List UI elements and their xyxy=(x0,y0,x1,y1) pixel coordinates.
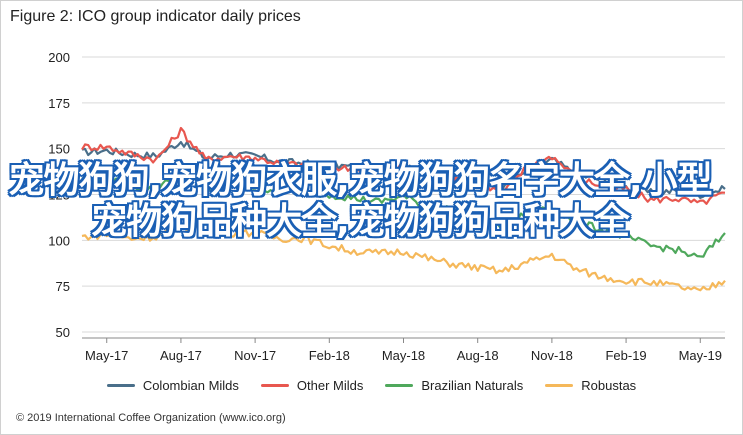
x-tick-label: May-18 xyxy=(382,348,425,363)
legend-swatch xyxy=(260,384,289,387)
overlay-caption: 宠物狗狗,宠物狗衣服,宠物狗狗名字大全,小型宠物狗品种大全,宠物狗狗品种大全 xyxy=(8,160,712,242)
y-tick-label: 50 xyxy=(56,325,70,340)
line-chart: 50 75 100 125 150 175 200 May-17 Aug-17 Nov-17 Feb… xyxy=(48,50,726,363)
legend-swatch xyxy=(545,384,574,387)
legend-item-other-milds: Other Milds xyxy=(260,378,364,393)
x-tick-label: Nov-17 xyxy=(234,348,276,363)
y-tick-label: 200 xyxy=(48,50,70,65)
legend-swatch xyxy=(106,384,135,387)
y-tick-label: 100 xyxy=(48,233,70,248)
chart-title: Figure 2: ICO group indicator daily pric… xyxy=(10,8,301,25)
copyright-footer: © 2019 International Coffee Organization… xyxy=(16,412,286,424)
x-tick-label: Feb-18 xyxy=(309,348,350,363)
y-tick-label: 175 xyxy=(48,96,70,111)
y-tick-label: 125 xyxy=(48,188,70,203)
y-tick-label: 150 xyxy=(48,142,70,157)
legend-label: Colombian Milds xyxy=(142,378,239,393)
series-line-other-milds xyxy=(81,126,726,205)
x-tick-label: Aug-17 xyxy=(160,348,202,363)
legend-item-robustas: Robustas xyxy=(545,378,636,393)
x-tick-label: May-19 xyxy=(679,348,722,363)
legend-label: Other Milds xyxy=(296,378,364,393)
chart-legend: Colombian Milds Other Milds Brazilian Na… xyxy=(0,378,743,393)
legend-item-colombian-milds: Colombian Milds xyxy=(106,378,239,393)
legend-swatch xyxy=(385,384,414,387)
x-tick-label: Aug-18 xyxy=(457,348,499,363)
series-line-brazilian-naturals xyxy=(81,165,726,258)
x-tick-label: May-17 xyxy=(85,348,128,363)
series-line-robustas xyxy=(81,223,726,292)
legend-item-brazilian-naturals: Brazilian Naturals xyxy=(385,378,523,393)
legend-label: Robustas xyxy=(581,378,637,393)
y-tick-label: 75 xyxy=(56,279,70,294)
x-tick-label: Nov-18 xyxy=(531,348,573,363)
x-tick-label: Feb-19 xyxy=(605,348,646,363)
legend-label: Brazilian Naturals xyxy=(421,378,524,393)
